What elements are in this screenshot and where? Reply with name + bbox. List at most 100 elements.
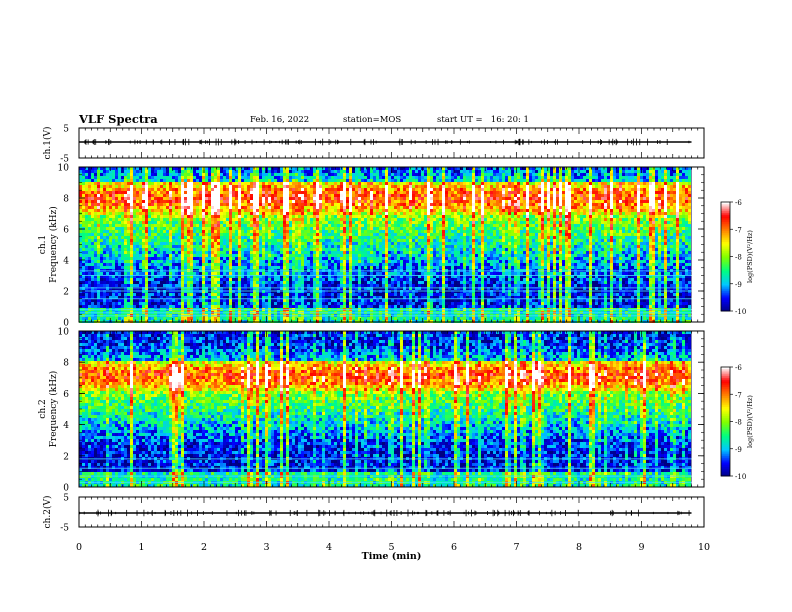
ch1-spectrogram-cell (100, 170, 103, 173)
ch1-spectrogram-cell (142, 182, 145, 185)
ch1-spectrogram-cell (163, 170, 166, 173)
ch1-spectrogram-cell (334, 188, 337, 191)
ch1-spectrogram-cell (265, 272, 268, 275)
ch1-spectrogram-cell (142, 245, 145, 248)
ch1-spectrogram-cell (355, 188, 358, 191)
ch1-spectrogram-cell (226, 239, 229, 242)
ch1-spectrogram-cell (130, 203, 133, 206)
ch1-spectrogram-cell (214, 215, 217, 218)
ch1-spectrogram-cell (136, 281, 139, 284)
ch1-spectrogram-cell (172, 251, 175, 254)
ch1-spectrogram-cell (184, 191, 187, 194)
ch1-spectrogram-cell (352, 293, 355, 296)
ch1-spectrogram-cell (271, 215, 274, 218)
ch1-spectrogram-cell (223, 191, 226, 194)
ch1-spectrogram-cell (100, 257, 103, 260)
ch1-spectrogram-cell (151, 266, 154, 269)
ch1-spectrogram-cell (286, 170, 289, 173)
ch1-spectrogram-cell (334, 302, 337, 305)
ch1-spectrogram-cell (169, 212, 172, 215)
ch1-spectrogram-cell (163, 293, 166, 296)
ch1-spectrogram-cell (208, 221, 211, 224)
ch1-spectrogram-cell (301, 257, 304, 260)
ch1-spectrogram-cell (286, 215, 289, 218)
ch1-spectrogram-cell (205, 293, 208, 296)
ch1-spectrogram-cell (205, 209, 208, 212)
ch1-spectrogram-cell (139, 281, 142, 284)
ch1-spectrogram-cell (85, 185, 88, 188)
ch1-spectrogram-cell (340, 260, 343, 263)
ch1-spectrogram-cell (295, 212, 298, 215)
ch1-spectrogram-cell (130, 281, 133, 284)
ch1-spectrogram-cell (334, 170, 337, 173)
ch1-spectrogram-cell (109, 191, 112, 194)
ch1-spectrogram-cell (94, 188, 97, 191)
ch1-spectrogram-cell (253, 230, 256, 233)
ch1-spectrogram-cell (286, 248, 289, 251)
ch1-spectrogram-cell (106, 188, 109, 191)
ch1-spectrogram-cell (235, 299, 238, 302)
ch1-spectrogram-cell (181, 299, 184, 302)
ch1-spectrogram-cell (280, 185, 283, 188)
ch1-spectrogram-cell (184, 173, 187, 176)
ch1-spectrogram-cell (301, 182, 304, 185)
ch1-spectrogram-cell (94, 173, 97, 176)
ch1-spectrogram-cell (217, 263, 220, 266)
ch1-spectrogram-cell (277, 224, 280, 227)
ch1-spectrogram-cell (85, 251, 88, 254)
ch1-spectrogram-cell (355, 305, 358, 308)
ch1-spectrogram-cell (193, 278, 196, 281)
ch1-spectrogram-cell (361, 272, 364, 275)
ch1-spectrogram-cell (100, 317, 103, 320)
ch1-spectrogram-cell (289, 176, 292, 179)
ch1-spectrogram-cell (268, 194, 271, 197)
ch1-spectrogram-cell (184, 233, 187, 236)
ch1-spectrogram-cell (136, 257, 139, 260)
ch1-spectrogram-cell (361, 188, 364, 191)
ch1-spectrogram-cell (298, 266, 301, 269)
ch1-spectrogram-cell (97, 176, 100, 179)
ch1-spectrogram-cell (103, 260, 106, 263)
ch1-spectrogram-cell (214, 182, 217, 185)
ch1-spectrogram-cell (313, 209, 316, 212)
ch1-spectrogram-cell (286, 257, 289, 260)
ch1-spectrogram-cell (88, 302, 91, 305)
ch1-spectrogram-cell (253, 257, 256, 260)
ch1-spectrogram-cell (283, 218, 286, 221)
ch1-spectrogram-cell (322, 260, 325, 263)
ch1-spectrogram-cell (313, 173, 316, 176)
ch1-spectrogram-cell (223, 209, 226, 212)
ch1-spectrogram-cell (238, 317, 241, 320)
ch1-spectrogram-cell (157, 317, 160, 320)
ch1-spectrogram-cell (82, 221, 85, 224)
ch1-spectrogram-cell (163, 188, 166, 191)
ch1-spectrogram-cell (160, 293, 163, 296)
ch1-spectrogram-cell (205, 236, 208, 239)
ch1-spectrogram-cell (127, 230, 130, 233)
ch1-spectrogram-cell (160, 200, 163, 203)
ch1-spectrogram-cell (295, 266, 298, 269)
ch1-spectrogram-cell (238, 251, 241, 254)
ch1-spectrogram-cell (124, 242, 127, 245)
ch1-spectrogram-cell (337, 179, 340, 182)
ch1-spectrogram-cell (145, 233, 148, 236)
ch1-spectrogram-cell (124, 278, 127, 281)
ch1-spectrogram-cell (271, 260, 274, 263)
ch1-spectrogram-cell (157, 302, 160, 305)
ch1-spectrogram-cell (127, 182, 130, 185)
ch1-spectrogram-cell (166, 251, 169, 254)
ch1-spectrogram-cell (94, 248, 97, 251)
ch1-spectrogram-cell (295, 248, 298, 251)
ch1-spectrogram-cell (124, 212, 127, 215)
ch1-spectrogram-cell (307, 248, 310, 251)
ch1-spectrogram-cell (250, 206, 253, 209)
ch1-spectrogram-cell (250, 182, 253, 185)
ch1-spectrogram-cell (103, 299, 106, 302)
ch1-spectrogram-cell (121, 263, 124, 266)
ch1-spectrogram-cell (97, 224, 100, 227)
ch1-spectrogram-cell (148, 194, 151, 197)
ch1-spectrogram-cell (301, 242, 304, 245)
ch1-spectrogram-cell (88, 173, 91, 176)
ch1-spectrogram-cell (313, 317, 316, 320)
ch1-spectrogram-cell (340, 182, 343, 185)
